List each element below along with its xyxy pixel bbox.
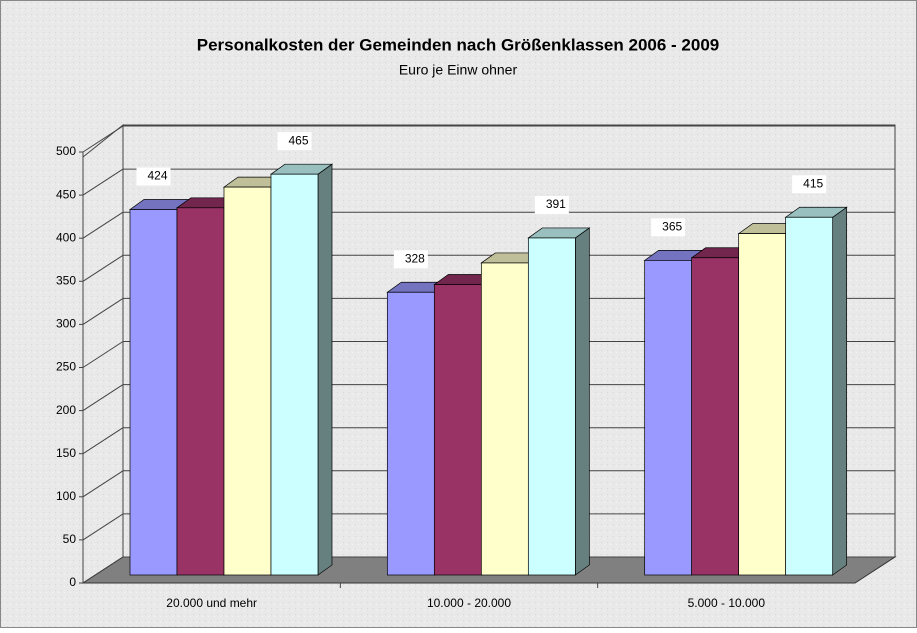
bar: [480, 262, 529, 576]
grid-line: [82, 341, 124, 368]
bar: [691, 257, 740, 576]
y-tick-label: 500: [56, 144, 76, 158]
grid-line: [82, 384, 124, 412]
data-label: 391: [546, 197, 566, 211]
y-tick-label: 100: [56, 489, 76, 503]
y-tick-label: 350: [56, 273, 76, 287]
data-label: 365: [662, 220, 682, 234]
data-label-box: [277, 132, 312, 151]
y-tick-label: 50: [63, 532, 77, 546]
y-tick-label: 450: [56, 187, 76, 201]
grid-line: [82, 513, 124, 541]
bar: [129, 209, 178, 576]
bar: [176, 207, 225, 576]
data-label-box: [393, 250, 428, 269]
bar-side: [574, 227, 590, 576]
grid-line: [82, 168, 124, 196]
grid-line: [82, 297, 124, 325]
data-label: 465: [288, 133, 308, 147]
chart-title: Personalkosten der Gemeinden nach Größen…: [197, 35, 720, 54]
data-label-box: [792, 175, 827, 194]
bar: [270, 173, 319, 576]
grid-line: [82, 470, 124, 498]
bar: [386, 291, 435, 576]
x-tick-label: 10.000 - 20.000: [427, 596, 511, 610]
grid-line: [82, 125, 124, 153]
y-tick-label: 0: [69, 575, 76, 589]
bar: [785, 216, 834, 576]
y-tick-label: 200: [56, 403, 76, 417]
grid-line: [82, 254, 124, 282]
data-label: 415: [803, 176, 823, 190]
y-tick-label: 400: [56, 230, 76, 244]
data-label-box: [136, 167, 171, 186]
y-tick-label: 300: [56, 317, 76, 331]
bar: [527, 237, 576, 576]
grid-line: [82, 556, 124, 584]
bar: [644, 260, 693, 576]
grid-line: [82, 211, 124, 239]
data-label: 424: [147, 169, 167, 183]
grid-line: [82, 427, 124, 455]
chart-subtitle: Euro je Einw ohner: [399, 62, 518, 78]
x-tick-label: 5.000 - 10.000: [688, 596, 766, 610]
bar-side: [317, 163, 333, 576]
data-label-box: [651, 218, 686, 237]
y-tick-label: 150: [56, 446, 76, 460]
y-tick-label: 250: [56, 360, 76, 374]
x-tick-label: 20.000 und mehr: [166, 596, 257, 610]
bar: [433, 284, 482, 576]
bar-side: [832, 206, 848, 576]
data-label: 328: [405, 251, 425, 265]
bar: [223, 186, 272, 576]
bar: [738, 233, 787, 576]
data-label-box: [534, 195, 569, 214]
